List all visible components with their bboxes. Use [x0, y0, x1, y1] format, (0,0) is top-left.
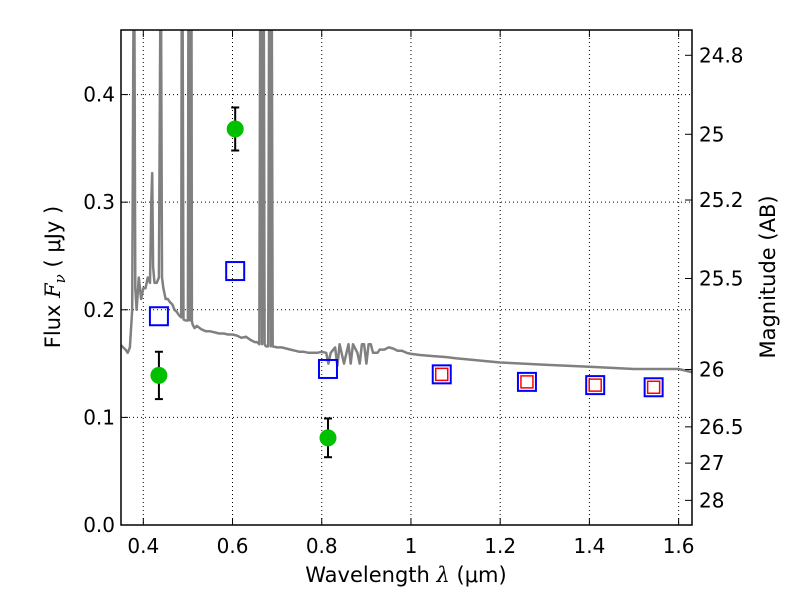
- y2-tick-label: 28: [699, 488, 724, 512]
- y2-axis-label: Magnitude (AB): [756, 195, 780, 358]
- y2-tick-label: 26: [699, 358, 724, 382]
- y-tick-label: 0.1: [83, 405, 115, 429]
- x-axis-label: Wavelength λ (μm): [305, 563, 506, 587]
- y-axis-label: Flux Fν ( μJy ): [41, 206, 69, 348]
- x-tick-label: 1.2: [484, 534, 516, 558]
- observed-flux-point: [226, 120, 244, 138]
- model-photometry-square: [431, 364, 452, 385]
- x-tick-label: 0.4: [127, 534, 159, 558]
- plot-frame: [120, 29, 693, 526]
- y2-tick-label: 25.5: [699, 266, 744, 290]
- model-photometry-square: [225, 261, 246, 282]
- x-tick-label: 0.6: [217, 534, 249, 558]
- photometric-point-square: [520, 375, 534, 389]
- x-tick-label: 0.8: [306, 534, 338, 558]
- y2-tick-label: 25: [699, 122, 724, 146]
- model-photometry-square: [643, 377, 664, 398]
- observed-flux-point: [319, 429, 337, 447]
- y-tick-label: 0.2: [83, 298, 115, 322]
- x-tick-label: 1: [405, 534, 418, 558]
- model-photometry-square: [317, 358, 338, 379]
- photometric-point-square: [646, 380, 661, 395]
- photometric-point-square: [588, 378, 602, 392]
- y2-tick-label: 26.5: [699, 415, 744, 439]
- axes: 0.4 0.6 0.8 1 1.2 1.4 1.6 0.0 0.1 0.2 0.3 0.4 24.8 25…: [83, 29, 744, 558]
- photometric-point-square: [434, 367, 449, 382]
- y2-tick-label: 24.8: [699, 43, 744, 67]
- y2-tick-label: 25.2: [699, 188, 744, 212]
- y-tick-label: 0.4: [83, 83, 115, 107]
- observed-flux-point: [150, 366, 168, 384]
- model-photometry-square: [148, 306, 169, 327]
- plot-area: [121, 30, 692, 459]
- model-photometry-square: [585, 375, 606, 396]
- y-tick-label: 0.3: [83, 190, 115, 214]
- x-tick-label: 1.6: [663, 534, 695, 558]
- model-photometry-square: [516, 371, 537, 392]
- y2-tick-label: 27: [699, 451, 724, 475]
- x-tick-label: 1.4: [573, 534, 605, 558]
- y-tick-label: 0.0: [83, 513, 115, 537]
- model-sed-line: [121, 30, 692, 374]
